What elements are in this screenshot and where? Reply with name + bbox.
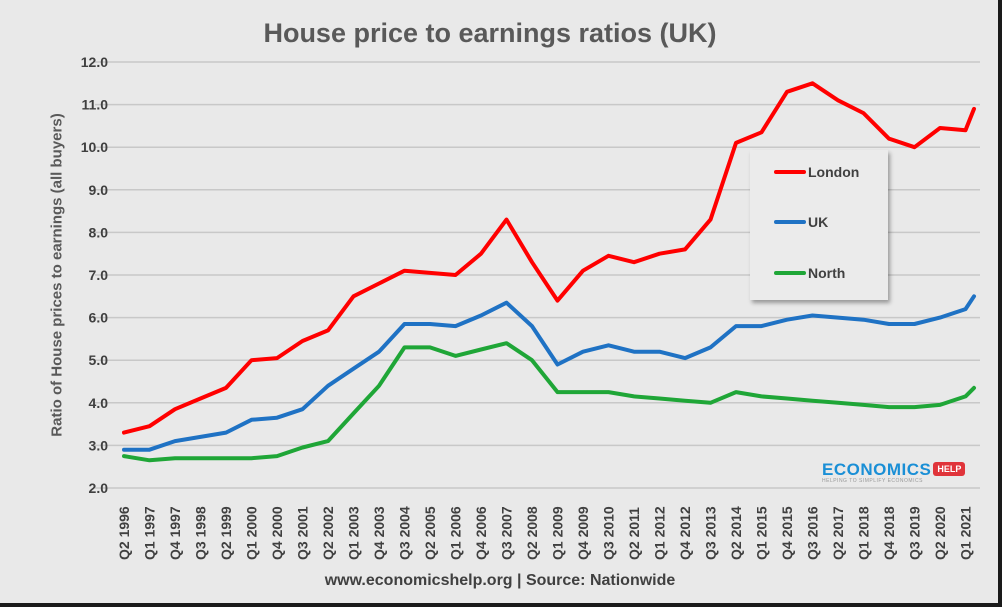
- x-tick-label: Q2 2011: [626, 507, 642, 560]
- y-tick-label: 12.0: [81, 54, 108, 70]
- x-tick-label: Q3 1998: [193, 506, 209, 560]
- economics-help-logo: ECONOMICS HELP HELPING TO SIMPLIFY ECONOM…: [822, 460, 966, 484]
- x-tick-label: Q4 2003: [371, 506, 387, 560]
- x-tick-label: Q2 1999: [218, 506, 234, 560]
- x-tick-label: Q3 2007: [499, 506, 515, 560]
- legend-item-north: North: [774, 265, 845, 281]
- x-tick-label: Q1 2021: [958, 506, 974, 560]
- x-tick-label: Q2 2014: [728, 506, 744, 560]
- y-tick-label: 9.0: [89, 182, 109, 198]
- y-tick-label: 5.0: [89, 352, 109, 368]
- legend-label: North: [808, 265, 846, 281]
- x-tick-label: Q2 2020: [932, 506, 948, 560]
- logo-tag: HELP: [933, 462, 966, 476]
- x-tick-label: Q1 2018: [856, 506, 872, 560]
- x-tick-label: Q1 2000: [244, 506, 260, 560]
- y-tick-label: 6.0: [89, 310, 109, 326]
- x-tick-label: Q2 2017: [830, 506, 846, 560]
- y-tick-label: 7.0: [89, 267, 109, 283]
- legend-swatch: [774, 170, 806, 174]
- x-tick-label: Q4 2000: [269, 506, 285, 560]
- y-tick-label: 4.0: [89, 395, 109, 411]
- x-tick-label: Q2 1996: [116, 506, 132, 560]
- x-tick-label: Q3 2016: [805, 506, 821, 560]
- x-tick-label: Q2 2005: [422, 506, 438, 560]
- legend-label: UK: [808, 214, 829, 230]
- x-tick-label: Q4 2006: [473, 506, 489, 560]
- legend-label: London: [808, 164, 860, 180]
- y-tick-label: 2.0: [89, 480, 109, 496]
- x-tick-label: Q4 2015: [779, 506, 795, 560]
- x-tick-label: Q4 2009: [575, 506, 591, 560]
- x-tick-label: Q2 2008: [524, 506, 540, 560]
- x-tick-label: Q1 2003: [346, 506, 362, 560]
- legend-item-uk: UK: [774, 214, 828, 230]
- chart-title: House price to earnings ratios (UK): [263, 18, 717, 48]
- x-tick-label: Q3 2019: [907, 506, 923, 560]
- legend-swatch: [774, 220, 806, 224]
- series-line-uk: [122, 294, 976, 452]
- x-tick-label: Q1 2012: [652, 506, 668, 560]
- x-tick-label: Q3 2010: [601, 506, 617, 560]
- logo-tagline: HELPING TO SIMPLIFY ECONOMICS: [822, 478, 923, 484]
- series-line-north: [122, 341, 976, 463]
- x-tick-label: Q3 2001: [295, 506, 311, 560]
- x-tick-label: Q1 1997: [142, 506, 158, 560]
- x-tick-label: Q3 2004: [397, 506, 413, 560]
- x-tick-label: Q1 2009: [550, 506, 566, 560]
- x-tick-label: Q3 2013: [703, 506, 719, 560]
- x-tick-label: Q4 2012: [677, 506, 693, 560]
- logo-text: ECONOMICS: [822, 460, 932, 479]
- series-line-london: [122, 81, 976, 435]
- x-tick-label: Q4 2018: [881, 506, 897, 560]
- legend-swatch: [774, 271, 806, 275]
- source-footer: www.economicshelp.org | Source: Nationwi…: [324, 572, 676, 589]
- legend: London UK North: [750, 150, 888, 300]
- legend-item-london: London: [774, 164, 859, 180]
- x-tick-label: Q2 2002: [320, 506, 336, 560]
- y-tick-label: 10.0: [81, 139, 108, 155]
- y-tick-label: 3.0: [89, 437, 109, 453]
- x-tick-label: Q1 2006: [448, 506, 464, 560]
- y-tick-label: 11.0: [82, 97, 109, 113]
- y-tick-label: 8.0: [89, 224, 109, 240]
- x-tick-label: Q4 1997: [167, 506, 183, 560]
- x-tick-label: Q1 2015: [754, 506, 770, 560]
